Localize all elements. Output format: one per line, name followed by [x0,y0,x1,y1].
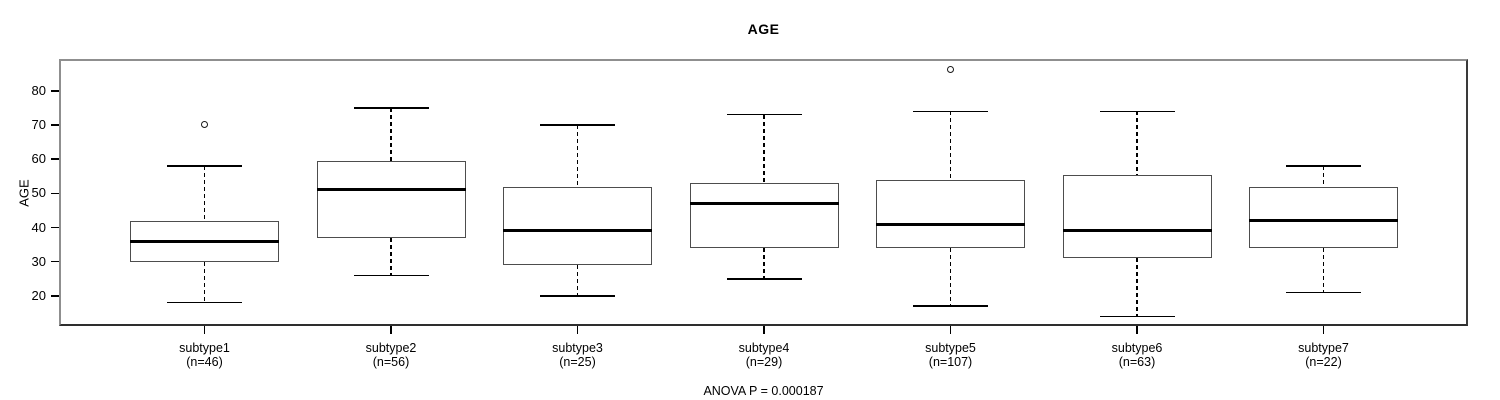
group-label-block: subtype6 (n=63) [1044,341,1230,369]
y-axis-tick-label: 40 [31,219,46,235]
whisker-upper-line [1322,166,1325,187]
whisker-lower-line [390,237,392,276]
group-label-block: subtype1 (n=46) [112,341,298,369]
whisker-lower-line [949,248,952,307]
median-line [503,229,652,233]
outlier-point [200,120,208,128]
anova-annotation: ANOVA P = 0.000187 [703,384,824,398]
iqr-box [316,160,466,238]
iqr-box [876,179,1025,249]
group-label: subtype1 [179,341,230,355]
y-axis-tick-label: 50 [31,185,46,201]
whisker-lower-line [1322,248,1325,293]
group-label: subtype3 [552,341,603,355]
group-n-label: (n=29) [745,354,783,369]
group-n-label: (n=56) [372,354,410,369]
whisker-cap-low [167,302,242,304]
group-label: subtype5 [925,341,976,355]
group-label-block: subtype7 (n=22) [1231,341,1417,369]
whisker-upper-line [203,166,206,221]
whisker-cap-low [540,295,615,297]
y-axis-tick-label: 60 [31,151,46,167]
y-axis-tick-label: 20 [31,287,46,303]
iqr-box [1062,174,1212,259]
whisker-cap-high [913,110,988,112]
group-label-block: subtype3 (n=25) [485,341,671,369]
iqr-box [1249,186,1398,249]
median-line [130,239,279,243]
iqr-box [689,183,839,249]
whisker-cap-low [913,305,988,307]
whisker-cap-high [167,165,242,167]
y-axis-tick-label: 80 [31,82,46,98]
x-axis-tick [949,326,952,334]
whisker-cap-low [1286,291,1361,294]
whisker-upper-line [949,111,952,180]
x-axis-tick [1136,326,1138,334]
group-label-block: subtype5 (n=107) [858,341,1044,369]
whisker-cap-low [1099,315,1175,318]
group-label: subtype4 [738,341,790,355]
y-axis-tick [51,124,59,126]
x-axis-tick [390,326,392,334]
whisker-cap-high [1286,165,1361,167]
y-axis-tick [51,158,59,160]
group-n-label: (n=63) [1118,354,1156,369]
y-axis-tick [51,226,59,229]
group-n-label: (n=22) [1305,354,1342,369]
whisker-upper-line [763,114,765,184]
group-label: subtype7 [1298,341,1349,355]
whisker-lower-line [576,265,579,296]
median-line [316,188,466,192]
whisker-upper-line [576,124,579,187]
chart-title: AGE [747,21,780,37]
y-axis-tick [51,260,59,263]
whisker-lower-line [763,248,765,279]
median-line [876,222,1025,226]
x-axis-tick [576,326,579,334]
whisker-lower-line [1136,258,1138,317]
x-axis-tick [763,326,765,334]
whisker-lower-line [203,261,206,303]
outlier-point [946,66,954,74]
y-axis-tick [51,192,59,195]
y-axis-tick-label: 70 [31,116,46,132]
y-axis-tick-label: 30 [31,253,46,269]
whisker-cap-low [353,274,429,277]
group-label-block: subtype2 (n=56) [298,341,484,369]
median-line [689,202,839,206]
y-axis-tick [51,295,59,297]
x-axis-tick [1322,326,1325,334]
group-n-label: (n=46) [186,354,223,369]
whisker-cap-low [726,278,802,280]
group-label: subtype6 [1111,341,1163,355]
group-n-label: (n=25) [559,354,596,369]
group-label: subtype2 [365,341,417,355]
whisker-cap-high [726,114,802,116]
y-axis-tick [51,90,59,92]
iqr-box [503,186,652,266]
median-line [1062,229,1212,233]
group-label-block: subtype4 (n=29) [671,341,857,369]
whisker-upper-line [1136,111,1138,175]
whisker-cap-high [1099,110,1175,112]
group-n-label: (n=107) [928,354,973,369]
median-line [1249,219,1398,223]
whisker-upper-line [390,107,392,161]
whisker-cap-high [540,124,615,126]
whisker-cap-high [353,107,429,109]
x-axis-tick [203,326,206,334]
